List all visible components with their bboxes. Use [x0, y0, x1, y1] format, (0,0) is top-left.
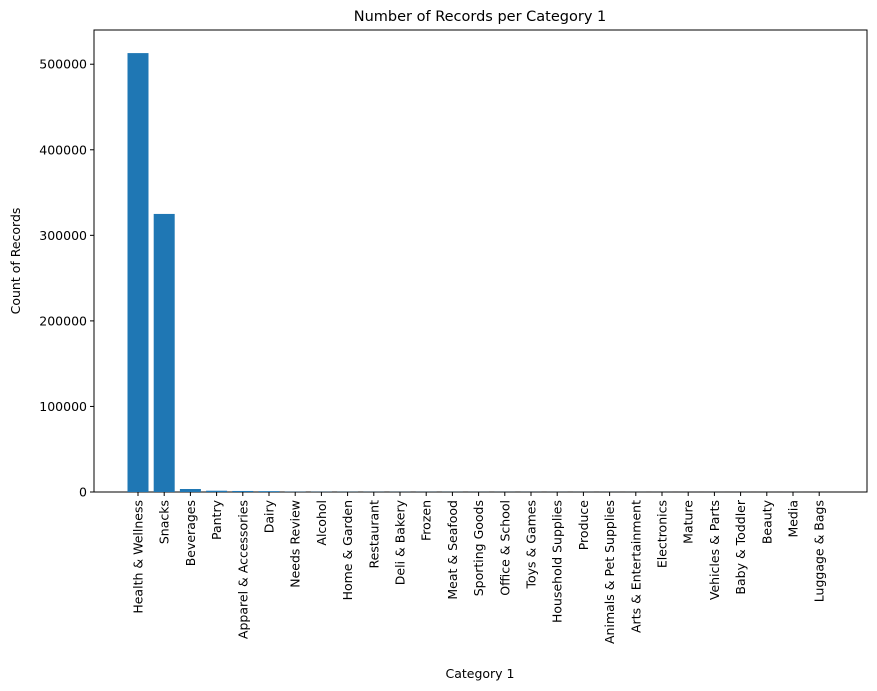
- x-tick-label: Media: [786, 500, 801, 538]
- bar: [153, 213, 175, 492]
- x-tick-label: Produce: [576, 500, 591, 551]
- x-tick-label: Deli & Bakery: [393, 499, 408, 585]
- y-axis-label: Count of Records: [8, 208, 23, 315]
- x-tick-label: Needs Review: [288, 500, 303, 588]
- x-tick-label: Snacks: [157, 500, 172, 544]
- x-tick-label: Home & Garden: [340, 500, 355, 600]
- x-tick-label: Sporting Goods: [471, 500, 486, 596]
- bar: [258, 491, 280, 492]
- x-tick-label: Office & School: [497, 500, 512, 596]
- y-tick-label: 100000: [39, 399, 87, 414]
- x-axis-label: Category 1: [445, 666, 514, 681]
- bar: [179, 489, 201, 492]
- x-axis: Health & Wellness Snacks Beverages Pantry Ap…: [131, 492, 827, 644]
- x-tick-label: Luggage & Bags: [812, 500, 827, 602]
- bar: [206, 490, 228, 492]
- x-tick-label: Vehicles & Parts: [707, 500, 722, 600]
- x-tick-label: Restaurant: [366, 500, 381, 569]
- x-tick-label: Health & Wellness: [131, 500, 146, 614]
- x-tick-label: Electronics: [655, 500, 670, 568]
- x-tick-label: Mature: [681, 500, 696, 544]
- x-tick-label: Beauty: [759, 499, 774, 544]
- y-axis: 0 100000 200000 300000 400000 500000: [39, 57, 94, 500]
- bar: [232, 490, 254, 492]
- x-tick-label: Meat & Seafood: [445, 500, 460, 600]
- x-tick-label: Animals & Pet Supplies: [602, 500, 617, 644]
- x-tick-label: Toys & Games: [524, 500, 539, 590]
- x-tick-label: Dairy: [262, 499, 277, 533]
- y-tick-label: 400000: [39, 142, 87, 157]
- bar: [127, 53, 149, 492]
- y-tick-label: 300000: [39, 228, 87, 243]
- x-tick-label: Apparel & Accessories: [235, 500, 250, 639]
- y-tick-label: 500000: [39, 57, 87, 72]
- x-tick-label: Alcohol: [314, 500, 329, 546]
- x-tick-label: Frozen: [419, 500, 434, 541]
- y-tick-label: 200000: [39, 313, 87, 328]
- chart-title: Number of Records per Category 1: [354, 9, 606, 25]
- x-tick-label: Arts & Entertainment: [628, 500, 643, 633]
- x-tick-label: Household Supplies: [550, 500, 565, 623]
- bars-group: [127, 53, 830, 492]
- x-tick-label: Baby & Toddler: [733, 499, 748, 594]
- x-tick-label: Pantry: [209, 499, 224, 540]
- x-tick-label: Beverages: [183, 500, 198, 566]
- y-tick-label: 0: [79, 485, 87, 500]
